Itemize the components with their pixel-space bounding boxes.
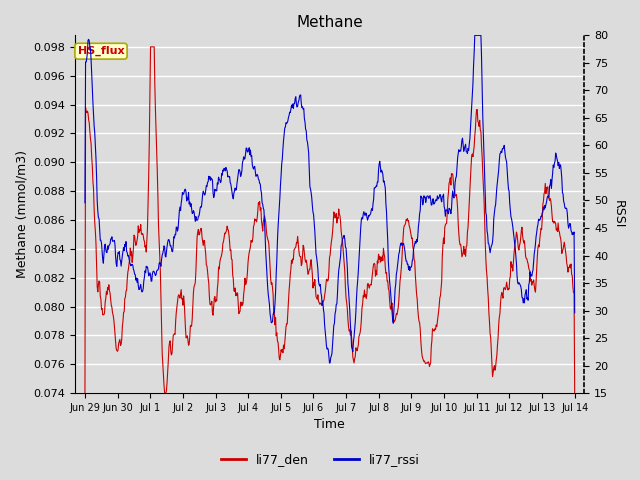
Legend: li77_den, li77_rssi: li77_den, li77_rssi <box>216 448 424 471</box>
Text: HS_flux: HS_flux <box>77 46 124 56</box>
Title: Methane: Methane <box>296 15 363 30</box>
X-axis label: Time: Time <box>314 419 345 432</box>
Y-axis label: RSSI: RSSI <box>612 200 625 228</box>
Y-axis label: Methane (mmol/m3): Methane (mmol/m3) <box>15 150 28 278</box>
